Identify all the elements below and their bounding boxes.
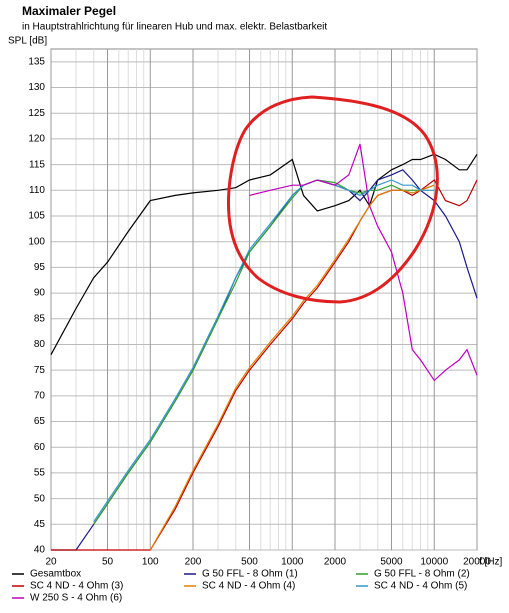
legend-label: Gesamtbox xyxy=(30,569,81,580)
x-tick-label: 2000 xyxy=(324,557,347,568)
legend-label: G 50 FFL - 8 Ohm (1) xyxy=(202,569,298,580)
x-tick-label: 20000 xyxy=(463,557,491,568)
x-tick-label: 20 xyxy=(45,557,57,568)
y-tick-label: 110 xyxy=(29,185,45,196)
x-tick-label: 500 xyxy=(241,557,258,568)
series-line xyxy=(149,184,435,551)
series-line xyxy=(51,179,478,551)
y-tick-label: 120 xyxy=(28,134,45,145)
legend-label: W 250 S - 4 Ohm (6) xyxy=(30,593,122,604)
x-tick-label: 5000 xyxy=(380,557,403,568)
legend-label: SC 4 ND - 4 Ohm (3) xyxy=(30,581,123,592)
y-tick-label: 40 xyxy=(34,545,46,556)
y-tick-label: 80 xyxy=(34,339,46,350)
y-tick-label: 105 xyxy=(28,211,45,222)
y-tick-label: 55 xyxy=(34,468,46,479)
plot-area xyxy=(50,48,478,551)
y-tick-label: 130 xyxy=(28,82,45,93)
x-axis-label: f [Hz] xyxy=(479,557,503,568)
x-tick-label: 200 xyxy=(185,557,202,568)
x-tick-label: 50 xyxy=(102,557,114,568)
plot: 40 45 50 55 60 65 70 75 80 85 90 95 100 105 110 115 120 1… xyxy=(28,48,491,568)
y-tick-label: 45 xyxy=(34,519,46,530)
series-line xyxy=(249,143,478,382)
chart-subtitle: in Hauptstrahlrichtung für linearen Hub … xyxy=(22,22,327,33)
x-tick-label: 1000 xyxy=(281,557,304,568)
y-tick-label: 115 xyxy=(29,159,45,170)
legend: Gesamtbox G 50 FFL - 8 Ohm (1) G 50 FFL - … xyxy=(12,569,470,604)
x-tick-label: 100 xyxy=(142,557,159,568)
y-tick-label: 50 xyxy=(34,493,46,504)
chart-title: Maximaler Pegel xyxy=(22,4,116,18)
y-tick-label: 75 xyxy=(34,365,46,376)
legend-label: SC 4 ND - 4 Ohm (5) xyxy=(374,581,467,592)
y-tick-label: 135 xyxy=(28,56,45,67)
legend-label: G 50 FFL - 8 Ohm (2) xyxy=(374,569,470,580)
x-tick-label: 10000 xyxy=(420,557,448,568)
y-tick-label: 100 xyxy=(28,236,45,247)
legend-label: SC 4 ND - 4 Ohm (4) xyxy=(202,581,295,592)
y-tick-label: 125 xyxy=(28,108,45,119)
y-tick-label: 70 xyxy=(34,390,46,401)
annotation-circle xyxy=(227,95,439,304)
y-tick-label: 90 xyxy=(34,288,46,299)
y-tick-label: 85 xyxy=(34,313,46,324)
y-tick-label: 60 xyxy=(34,442,46,453)
y-tick-label: 95 xyxy=(34,262,46,273)
y-tick-label: 65 xyxy=(34,416,46,427)
series-line xyxy=(50,153,478,355)
y-axis-label: SPL [dB] xyxy=(8,36,47,47)
